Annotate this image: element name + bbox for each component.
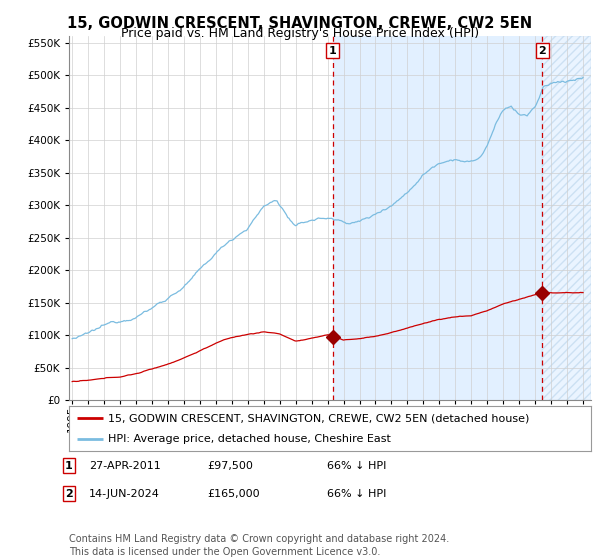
Text: 66% ↓ HPI: 66% ↓ HPI bbox=[327, 489, 386, 499]
Text: 2: 2 bbox=[65, 489, 73, 499]
Text: 1: 1 bbox=[65, 461, 73, 471]
Text: £165,000: £165,000 bbox=[207, 489, 260, 499]
Text: 27-APR-2011: 27-APR-2011 bbox=[89, 461, 161, 471]
Text: 1: 1 bbox=[329, 45, 337, 55]
Bar bbox=[333, 36, 542, 400]
Text: Price paid vs. HM Land Registry's House Price Index (HPI): Price paid vs. HM Land Registry's House … bbox=[121, 27, 479, 40]
Text: 15, GODWIN CRESCENT, SHAVINGTON, CREWE, CW2 5EN: 15, GODWIN CRESCENT, SHAVINGTON, CREWE, … bbox=[67, 16, 533, 31]
Text: 66% ↓ HPI: 66% ↓ HPI bbox=[327, 461, 386, 471]
Text: HPI: Average price, detached house, Cheshire East: HPI: Average price, detached house, Ches… bbox=[108, 434, 391, 444]
Text: 14-JUN-2024: 14-JUN-2024 bbox=[89, 489, 160, 499]
Text: £97,500: £97,500 bbox=[207, 461, 253, 471]
Text: Contains HM Land Registry data © Crown copyright and database right 2024.
This d: Contains HM Land Registry data © Crown c… bbox=[69, 534, 449, 557]
Text: 2: 2 bbox=[539, 45, 547, 55]
Text: 15, GODWIN CRESCENT, SHAVINGTON, CREWE, CW2 5EN (detached house): 15, GODWIN CRESCENT, SHAVINGTON, CREWE, … bbox=[108, 413, 530, 423]
Bar bbox=[542, 36, 591, 400]
